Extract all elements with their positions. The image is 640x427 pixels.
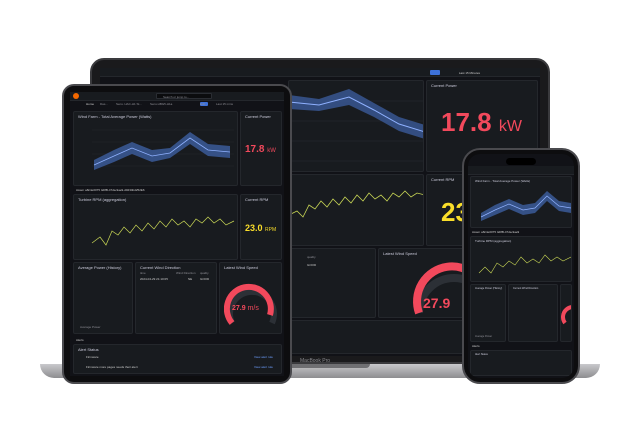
laptop-wind-speed-title: Latest Wind Speed: [383, 251, 417, 256]
phone-wind-gauge: [561, 305, 571, 325]
tablet-edit-button[interactable]: [200, 102, 208, 106]
laptop-wind-speed-value: 27.9: [423, 295, 451, 311]
laptop-current-rpm-title: Current RPM: [431, 177, 455, 182]
tablet-wind-gauge: [224, 283, 277, 325]
laptop-current-power-value: 17.8 kW: [441, 107, 522, 137]
laptop-current-power-title: Current Power: [431, 83, 457, 88]
breadcrumb-home[interactable]: Home: [86, 102, 95, 106]
tablet-current-rpm-value: 23.0 RPM: [245, 223, 277, 233]
phone-dynamic-island: [506, 158, 536, 165]
laptop-brand-label: MacBook Pro: [300, 358, 331, 364]
tablet-wind-speed-value: 27.9 m/s: [232, 305, 259, 312]
laptop-time-range[interactable]: Last 15 Minutes: [458, 71, 480, 75]
phone-screen: Wind Farm - Total Average Power (Watts) …: [468, 154, 574, 378]
tablet-avg-power-history-title: Average Power (History): [78, 265, 122, 270]
breadcrumb: Home Das... Sens. HAC-H1 St... Sens.HBG5…: [70, 102, 284, 108]
phone-rpm-chart: [478, 254, 571, 274]
phone-legend[interactable]: Average Power: [475, 335, 493, 338]
tablet-wind-speed-title: Latest Wind Speed: [224, 265, 258, 270]
tablet-edit-label[interactable]: Edit: [200, 102, 206, 106]
tablet-current-rpm-panel: Current RPM 23.0 RPM: [240, 194, 282, 260]
phone-alert-status-title: Alert Status: [475, 353, 488, 356]
col-wind-direction: Wind Direction: [176, 271, 196, 275]
tablet-wind-speed-panel: Latest Wind Speed 27.9 m/s: [219, 262, 282, 334]
tablet-avg-power-panel: Wind Farm - Total Average Power (Watts): [73, 111, 238, 186]
laptop-power-chart-panel: [288, 80, 424, 172]
phone-wind-direction-panel: Current Wind Direction: [508, 284, 558, 342]
cell-time: 2024-04-29 21:10:05: [140, 277, 168, 281]
phone-avg-power-history-title: Average Power (History): [475, 287, 503, 290]
tablet-topbar: Search or jump to...: [70, 92, 284, 106]
tablet-screen: Search or jump to... Home Das... Sens. H…: [70, 92, 284, 376]
laptop-rpm-chart: [289, 190, 423, 218]
alert-item-1-link[interactable]: View alert rule: [254, 355, 273, 359]
tablet-asset-row[interactable]: Asset: a8c4e0075 4d8B-47da-9ae9-d0234bd2…: [76, 188, 145, 192]
phone-avg-power-title: Wind Farm - Total Average Power (Watts): [475, 179, 531, 183]
col-time: time: [140, 271, 146, 275]
phone-wind-speed-panel: [560, 284, 572, 342]
phone-alerts-row[interactable]: Alerts: [472, 344, 480, 348]
tablet-alert-status-title: Alert Status: [78, 347, 99, 352]
laptop-quality-value: GOOD: [307, 263, 317, 267]
alert-item-2-label: Firmware more pages needs their alert: [86, 365, 138, 369]
col-quality: quality: [200, 271, 209, 275]
alert-item-2-link[interactable]: View alert rule: [254, 365, 273, 369]
phone-avg-power-chart: [480, 191, 571, 221]
tablet-alerts-row[interactable]: Alerts: [76, 338, 84, 342]
phone-avg-power-history-panel: Average Power (History) Average Power: [470, 284, 506, 342]
tablet-legend-average-power[interactable]: Average Power: [80, 325, 101, 329]
tablet-wind-direction-title: Current Wind Direction: [140, 265, 181, 270]
tablet-avg-power-chart: [92, 129, 234, 170]
laptop-power-chart: [289, 89, 423, 162]
tablet-alert-status-panel: Alert Status Firmware View alert rule Fi…: [73, 344, 282, 374]
alert-item-1-label: Firmware: [86, 355, 99, 359]
cell-quality: GOOD: [200, 277, 210, 281]
breadcrumb-item-3[interactable]: Sens.HBG5-H1a: [150, 102, 173, 106]
breadcrumb-item-2[interactable]: Sens. HAC-H1 St...: [116, 102, 142, 106]
tablet-time-range[interactable]: Last 15 mins: [216, 102, 234, 106]
tablet-current-power-value: 17.8 kW: [245, 144, 276, 155]
laptop-refresh-button[interactable]: [430, 70, 440, 75]
tablet-avg-power-history-panel: Average Power (History) Average Power: [73, 262, 133, 334]
laptop-wind-direction-panel: quality GOOD: [288, 248, 376, 318]
laptop-rpm-chart-panel: [288, 174, 424, 246]
phone-topbar: [468, 166, 574, 175]
phone-avg-power-panel: Wind Farm - Total Average Power (Watts): [470, 176, 572, 228]
tablet-current-power-panel: Current Power 17.8 kW: [240, 111, 282, 186]
tablet-rpm-panel: Turbine RPM (aggregation): [73, 194, 238, 260]
phone-alert-status-panel: Alert Status: [470, 350, 572, 376]
phone-rpm-panel: Turbine RPM (aggregation): [470, 236, 572, 282]
breadcrumb-item-1[interactable]: Das...: [100, 102, 108, 106]
tablet-current-power-title: Current Power: [245, 114, 271, 119]
tablet-avg-power-title: Wind Farm - Total Average Power (Watts): [78, 114, 152, 119]
tablet-search-input[interactable]: Search or jump to...: [156, 93, 212, 99]
tablet-current-rpm-title: Current RPM: [245, 197, 269, 202]
grafana-logo-icon[interactable]: [73, 93, 79, 99]
laptop-notch: [270, 364, 370, 368]
laptop-quality-header: quality: [307, 255, 316, 259]
tablet-rpm-chart: [91, 216, 235, 246]
cell-direction: NE: [188, 277, 193, 281]
tablet-rpm-title: Turbine RPM (aggregation): [78, 197, 127, 202]
phone-asset-row[interactable]: Asset: a8c4e0075 4d8B-47da-9ae9: [472, 230, 520, 234]
tablet-wind-direction-panel: Current Wind Direction time Wind Directi…: [135, 262, 217, 334]
phone-wind-direction-title: Current Wind Direction: [513, 287, 539, 290]
laptop-topbar: Last 15 Minutes: [100, 68, 540, 77]
phone-rpm-title: Turbine RPM (aggregation): [475, 239, 512, 243]
